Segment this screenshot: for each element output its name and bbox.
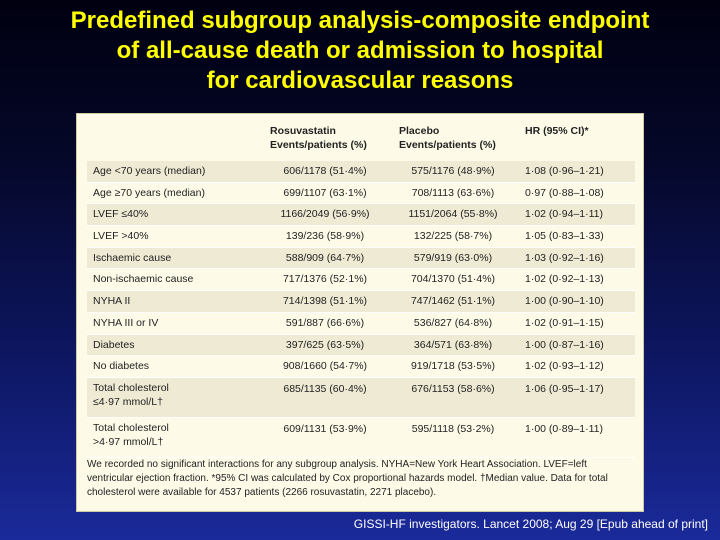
rosuvastatin-cell: 717/1376 (52·1%) bbox=[282, 273, 368, 286]
subgroup-label: LVEF ≤40% bbox=[93, 207, 148, 221]
hr-header: HR (95% CI)* bbox=[525, 124, 589, 138]
subgroup-label-line: >4·97 mmol/L† bbox=[93, 435, 164, 448]
subgroup-label: Diabetes bbox=[93, 338, 134, 352]
rosuvastatin-cell: 699/1107 (63·1%) bbox=[283, 186, 367, 199]
table-row: Ischaemic cause 588/909 (64·7%) 579/919 (6… bbox=[87, 247, 635, 270]
subgroup-label: Total cholesterol ≤4·97 mmol/L† bbox=[93, 381, 169, 409]
hazard-ratio-cell: 1·00 (0·90–1·10) bbox=[525, 295, 604, 308]
placebo-header: Placebo Events/patients (%) bbox=[399, 124, 496, 152]
table-row: LVEF >40% 139/236 (58·9%) 132/225 (58·7%) 1… bbox=[87, 226, 635, 248]
subgroup-label-line: Diabetes bbox=[93, 338, 135, 351]
table-row: Total cholesterol ≤4·97 mmol/L† 685/1135 (… bbox=[87, 377, 635, 418]
placebo-header-line-2: Events/patients (%) bbox=[399, 139, 496, 151]
hazard-ratio-cell: 1·00 (0·89–1·11) bbox=[525, 422, 604, 435]
placebo-cell: 364/571 (63·8%) bbox=[413, 338, 493, 351]
slide-title-line-1: Predefined subgroup analysis-composite e… bbox=[70, 7, 650, 34]
slide-title-line-3: for cardiovascular reasons bbox=[206, 67, 514, 94]
table-row: NYHA II 714/1398 (51·1%) 747/1462 (51·1%) 1… bbox=[87, 291, 635, 313]
hazard-ratio-cell: 1·05 (0·83–1·33) bbox=[525, 230, 604, 243]
rosuvastatin-cell: 588/909 (64·7%) bbox=[285, 251, 365, 264]
hazard-ratio-cell: 1·08 (0·96–1·21) bbox=[525, 165, 604, 177]
rosuvastatin-cell: 397/625 (63·5%) bbox=[285, 338, 365, 351]
placebo-cell: 1151/2064 (55·8%) bbox=[408, 208, 498, 221]
hazard-ratio-cell: 1·06 (0·95–1·17) bbox=[525, 382, 604, 395]
placebo-cell: 575/1176 (48·9%) bbox=[411, 165, 495, 177]
subgroup-label: NYHA III or IV bbox=[93, 316, 158, 330]
subgroup-label-line: Age <70 years (median) bbox=[93, 165, 206, 177]
hazard-ratio-cell: 1·00 (0·87–1·16) bbox=[525, 338, 604, 351]
subgroup-label-line: LVEF >40% bbox=[93, 230, 149, 243]
subgroup-label-line: NYHA III or IV bbox=[93, 316, 159, 329]
rosuvastatin-cell: 908/1660 (54·7%) bbox=[282, 360, 368, 373]
subgroup-label-line: LVEF ≤40% bbox=[93, 208, 149, 221]
rosuvastatin-header-line-2: Events/patients (%) bbox=[270, 139, 367, 151]
placebo-cell: 536/827 (64·8%) bbox=[413, 316, 493, 329]
table-row: LVEF ≤40% 1166/2049 (56·9%) 1151/2064 (55·… bbox=[87, 204, 635, 227]
rosuvastatin-cell: 609/1131 (53·9%) bbox=[283, 422, 367, 435]
footnote-line-3: cholesterol were available for 4537 pati… bbox=[87, 487, 437, 498]
subgroup-label-line: Non-ischaemic cause bbox=[93, 273, 194, 286]
subgroup-label: Age <70 years (median) bbox=[93, 164, 205, 178]
hazard-ratio-cell: 1·02 (0·93–1·12) bbox=[525, 360, 604, 373]
table-row: Age ≥70 years (median) 699/1107 (63·1%) 70… bbox=[87, 183, 635, 205]
table-row: Total cholesterol >4·97 mmol/L† 609/1131 (… bbox=[87, 418, 635, 458]
hazard-ratio-cell: 1·02 (0·92–1·13) bbox=[525, 273, 604, 286]
table-row: Diabetes 397/625 (63·5%) 364/571 (63·8%) 1·… bbox=[87, 334, 635, 357]
table-row: NYHA III or IV 591/887 (66·6%) 536/827 (64… bbox=[87, 313, 635, 335]
subgroup-label-line: Ischaemic cause bbox=[93, 251, 172, 264]
placebo-cell: 704/1370 (51·4%) bbox=[410, 273, 496, 286]
table-body: Age <70 years (median) 606/1178 (51·4%) 57… bbox=[87, 161, 635, 458]
rosuvastatin-cell: 685/1135 (60·4%) bbox=[283, 382, 367, 395]
subgroup-label: LVEF >40% bbox=[93, 229, 149, 243]
hazard-ratio-cell: 0·97 (0·88–1·08) bbox=[525, 186, 604, 199]
subgroup-label: Non-ischaemic cause bbox=[93, 272, 193, 286]
table-row: No diabetes 908/1660 (54·7%) 919/1718 (53·… bbox=[87, 356, 635, 378]
subgroup-label-line: Age ≥70 years (median) bbox=[93, 186, 205, 199]
placebo-cell: 676/1153 (58·6%) bbox=[411, 382, 495, 395]
subgroup-label-line: Total cholesterol bbox=[93, 421, 169, 434]
subgroup-label: Age ≥70 years (median) bbox=[93, 186, 205, 200]
rosuvastatin-header: Rosuvastatin Events/patients (%) bbox=[270, 124, 367, 152]
subgroup-label-line: NYHA II bbox=[93, 295, 131, 308]
placebo-cell: 708/1113 (63·6%) bbox=[411, 186, 495, 199]
rosuvastatin-header-line-1: Rosuvastatin bbox=[270, 125, 336, 137]
footnote-line-2: ventricular ejection fraction. *95% CI w… bbox=[87, 473, 608, 484]
subgroup-label-line: No diabetes bbox=[93, 360, 150, 373]
subgroup-label: Total cholesterol >4·97 mmol/L† bbox=[93, 421, 169, 449]
citation: GISSI-HF investigators. Lancet 2008; Aug… bbox=[353, 517, 708, 531]
rosuvastatin-cell: 1166/2049 (56·9%) bbox=[280, 208, 370, 221]
subgroup-label-line: Total cholesterol bbox=[93, 381, 169, 394]
rosuvastatin-cell: 714/1398 (51·1%) bbox=[282, 295, 368, 308]
rosuvastatin-cell: 139/236 (58·9%) bbox=[285, 230, 365, 243]
table-row: Non-ischaemic cause 717/1376 (52·1%) 704/1… bbox=[87, 269, 635, 292]
placebo-cell: 919/1718 (53·5%) bbox=[410, 360, 496, 373]
hr-header-line-1: HR (95% CI)* bbox=[525, 125, 589, 137]
subgroup-label: Ischaemic cause bbox=[93, 251, 171, 265]
rosuvastatin-cell: 606/1178 (51·4%) bbox=[283, 165, 367, 177]
subgroup-label: No diabetes bbox=[93, 359, 149, 373]
placebo-header-line-1: Placebo bbox=[399, 125, 440, 137]
placebo-cell: 132/225 (58·7%) bbox=[413, 230, 493, 243]
rosuvastatin-cell: 591/887 (66·6%) bbox=[285, 316, 365, 329]
hazard-ratio-cell: 1·03 (0·92–1·16) bbox=[525, 251, 604, 264]
hazard-ratio-cell: 1·02 (0·94–1·11) bbox=[525, 208, 604, 221]
table-header: Rosuvastatin Events/patients (%) Placebo… bbox=[87, 122, 635, 167]
subgroup-table-panel: Rosuvastatin Events/patients (%) Placebo… bbox=[76, 113, 644, 512]
table-row: Age <70 years (median) 606/1178 (51·4%) 57… bbox=[87, 161, 635, 183]
placebo-cell: 595/1118 (53·2%) bbox=[411, 422, 495, 435]
slide-title: Predefined subgroup analysis-composite e… bbox=[0, 6, 720, 96]
placebo-cell: 579/919 (63·0%) bbox=[413, 251, 493, 264]
hazard-ratio-cell: 1·02 (0·91–1·15) bbox=[525, 316, 604, 329]
subgroup-label-line: ≤4·97 mmol/L† bbox=[93, 395, 163, 408]
footnote-line-1: We recorded no significant interactions … bbox=[87, 459, 587, 470]
placebo-cell: 747/1462 (51·1%) bbox=[410, 295, 496, 308]
slide-title-line-2: of all-cause death or admission to hospi… bbox=[116, 37, 604, 64]
table-footnote: We recorded no significant interactions … bbox=[87, 458, 635, 500]
subgroup-label: NYHA II bbox=[93, 294, 130, 308]
